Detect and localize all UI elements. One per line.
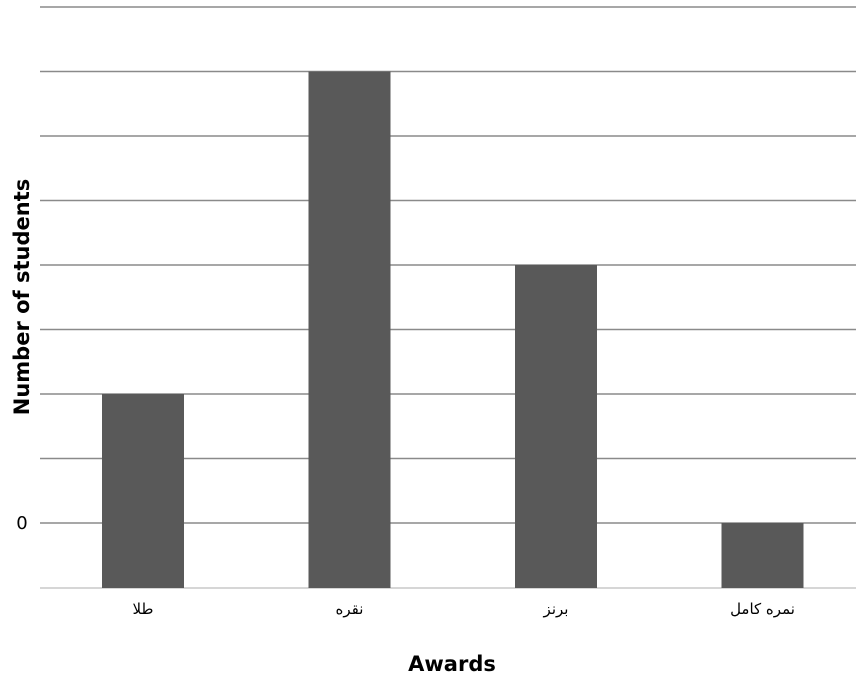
y-tick-labels: 0 xyxy=(16,513,27,534)
bar xyxy=(721,523,804,588)
y-axis-title: Number of students xyxy=(10,179,34,415)
y-tick-label: 0 xyxy=(16,513,27,534)
x-category-label: نمره کامل xyxy=(730,600,795,618)
bar xyxy=(308,71,391,588)
x-category-label: نقره xyxy=(336,600,364,618)
bar xyxy=(515,265,597,588)
x-axis-title: Awards xyxy=(408,652,496,676)
bars xyxy=(102,71,804,588)
x-category-label: برنز xyxy=(543,600,569,618)
x-category-labels: طلا نقره برنز نمره کامل xyxy=(133,600,795,618)
x-category-label: طلا xyxy=(133,600,154,618)
bar xyxy=(102,394,184,588)
